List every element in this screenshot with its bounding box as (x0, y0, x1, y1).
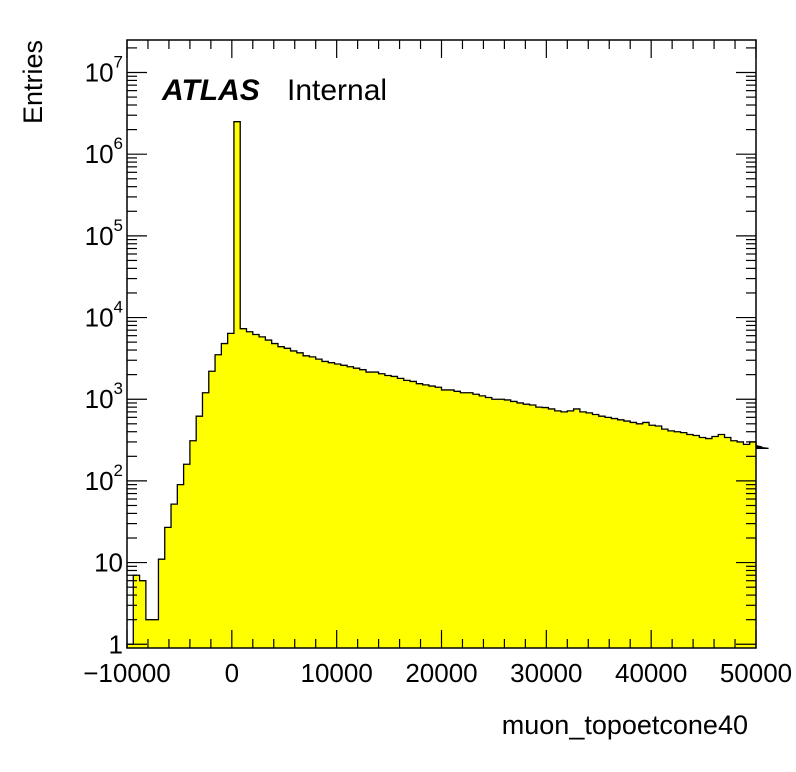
x-tick-label: 20000 (405, 658, 477, 688)
y-tick-label: 106 (85, 134, 123, 169)
y-tick-exponent: 7 (114, 53, 123, 72)
x-tick-label: 40000 (615, 658, 687, 688)
y-tick-label: 107 (85, 53, 123, 88)
y-tick-exponent: 4 (114, 298, 123, 317)
x-tick-labels: −10000 0 10000 20000 30000 40000 50000 (83, 658, 792, 688)
x-axis-title: muon_topoetcone40 (502, 710, 748, 740)
y-tick-label: 103 (85, 379, 123, 414)
histogram-outline (126, 121, 769, 648)
y-tick-label: 105 (85, 216, 123, 251)
y-axis-title: Entries (18, 40, 48, 124)
plot-frame (126, 39, 757, 649)
x-tick-label: −10000 (83, 658, 170, 688)
y-tick-base: 10 (85, 384, 114, 414)
atlas-status-label: Internal (287, 74, 387, 107)
y-tick-label: 104 (85, 298, 123, 333)
y-tick-base: 10 (85, 58, 114, 88)
y-tick-label: 102 (85, 461, 123, 496)
y-tick-exponent: 3 (114, 379, 123, 398)
y-tick-base: 10 (85, 466, 114, 496)
x-tick-label: 10000 (301, 658, 373, 688)
y-tick-label: 10 (94, 548, 123, 578)
x-tick-label: 50000 (720, 658, 792, 688)
y-tick-exponent: 2 (114, 461, 123, 480)
y-tick-label: 1 (109, 629, 123, 659)
y-tick-base: 10 (85, 303, 114, 333)
axis-ticks (126, 40, 757, 648)
x-tick-label: 30000 (510, 658, 582, 688)
atlas-label: ATLAS (161, 74, 260, 107)
y-tick-exponent: 6 (114, 134, 123, 153)
y-tick-base: 10 (85, 139, 114, 169)
x-tick-label: 0 (225, 658, 239, 688)
y-tick-base: 10 (85, 221, 114, 251)
histogram-fill (127, 121, 769, 649)
histogram-layer (126, 121, 769, 649)
y-tick-exponent: 5 (114, 216, 123, 235)
